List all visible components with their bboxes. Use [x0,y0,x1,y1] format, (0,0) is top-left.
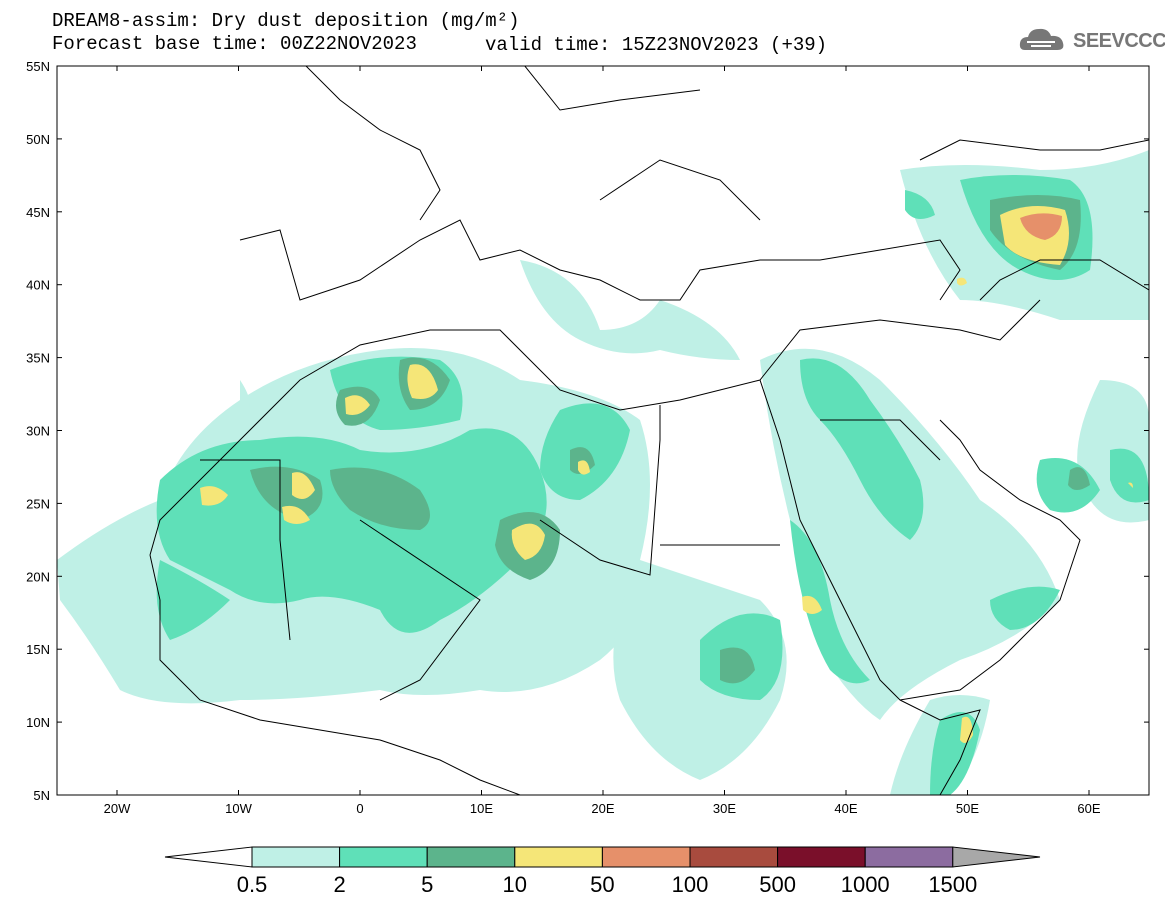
lat-label: 10N [26,715,50,730]
colorbar-label: 5 [421,872,433,897]
coastlines-borders [149,66,1149,795]
lon-label: 50E [956,801,979,816]
lon-label: 30E [713,801,736,816]
lat-label: 25N [26,496,50,511]
colorbar-label: 2 [333,872,345,897]
colorbar-high-arrow [952,846,1041,868]
logo-text: SEEVCCC [1073,30,1165,52]
map-title: DREAM8-assim: Dry dust deposition (mg/m²… [52,10,520,32]
lat-label: 35N [26,351,50,366]
colorbar-label: 10 [503,872,527,897]
lat-label: 50N [26,132,50,147]
lat-label: 30N [26,424,50,439]
lon-label: 60E [1077,801,1100,816]
lat-label: 20N [26,569,50,584]
colorbar-swatch [864,846,954,868]
level-50-areas [1020,213,1062,240]
colorbar: 0.5 2 5 10 50 100 500 1000 1500 [164,846,1041,897]
seevccc-logo: SEEVCCC [1017,22,1165,58]
colorbar-swatch [514,846,603,868]
colorbar-label: 500 [759,872,796,897]
colorbar-swatch [251,846,341,868]
latitude-axis: 55N 50N 45N 40N 35N 30N 25N 20N 15N 10N 5N [26,59,1149,803]
lat-label: 40N [26,278,50,293]
cloud-logo-icon [1019,28,1064,50]
colorbar-label: 50 [590,872,614,897]
lon-label: 10W [225,801,252,816]
lat-label: 5N [33,788,50,803]
lat-label: 15N [26,642,50,657]
longitude-axis: 20W 10W 0 10E 20E 30E 40E 50E 60E [104,66,1101,816]
lon-label: 40E [834,801,857,816]
colorbar-swatch [601,846,691,868]
deposition-fields [57,150,1149,795]
lon-label: 20W [104,801,131,816]
colorbar-swatch [339,846,428,868]
colorbar-swatch [426,846,516,868]
colorbar-label: 0.5 [237,872,268,897]
colorbar-swatch [777,846,866,868]
lon-label: 10E [470,801,493,816]
colorbar-label: 1000 [841,872,890,897]
colorbar-swatch [689,846,779,868]
colorbar-low-arrow [164,846,253,868]
lat-label: 45N [26,205,50,220]
lon-label: 20E [591,801,614,816]
colorbar-label: 1500 [928,872,977,897]
lat-label: 55N [26,59,50,74]
valid-time: valid time: 15Z23NOV2023 (+39) [485,34,828,56]
lon-label: 0 [356,801,363,816]
colorbar-label: 100 [672,872,709,897]
forecast-base-time: Forecast base time: 00Z22NOV2023 [52,33,417,55]
